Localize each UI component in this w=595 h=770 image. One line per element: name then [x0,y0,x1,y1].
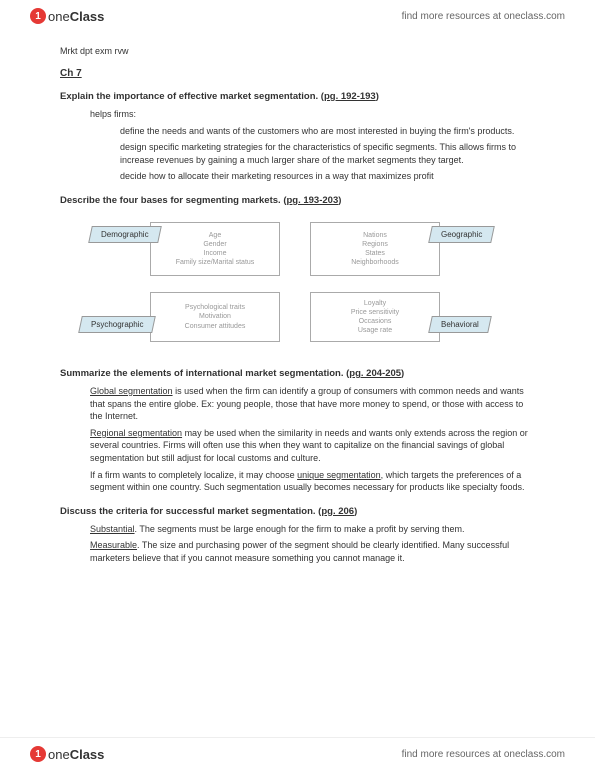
section2-heading-pre: Describe the four bases for segmenting m… [60,195,286,206]
diagram-box-demographic: AgeGenderIncomeFamily size/Marital statu… [150,222,280,276]
diagram-label-behavioral-text: Behavioral [441,320,479,329]
section4-pgref: pg. 206 [321,506,354,517]
section3-p2: Regional segmentation may be used when t… [90,427,535,465]
header: 1 oneClass find more resources at onecla… [0,0,595,32]
document-content: Mrkt dpt exm rvw Ch 7 Explain the import… [0,32,595,619]
diagram-label-geographic-text: Geographic [441,230,482,239]
footer-logo-text: oneClass [48,747,104,762]
diagram-box-geographic: NationsRegionsStatesNeighborhoods [310,222,440,276]
section3-p3-term: unique segmentation [297,470,381,480]
diagram-label-geographic: Geographic [428,226,495,243]
section1-p2: define the needs and wants of the custom… [120,125,535,138]
logo: 1 oneClass [30,8,104,24]
section2-heading: Describe the four bases for segmenting m… [60,195,535,206]
section3-heading-pre: Summarize the elements of international … [60,368,349,379]
diagram-box-behavioral-text: LoyaltyPrice sensitivityOccasionsUsage r… [311,295,439,339]
section3-heading: Summarize the elements of international … [60,368,535,379]
section1-p1: helps firms: [90,108,535,121]
logo-icon: 1 [30,8,46,24]
section1-p4: decide how to allocate their marketing r… [120,170,535,183]
section3-p2-term: Regional segmentation [90,428,182,438]
section4-p2-rest: . The size and purchasing power of the s… [90,540,509,563]
diagram-box-geographic-text: NationsRegionsStatesNeighborhoods [311,227,439,271]
section1-heading-pre: Explain the importance of effective mark… [60,91,324,102]
footer-tagline[interactable]: find more resources at oneclass.com [402,749,565,760]
section4-p1-rest: . The segments must be large enough for … [135,524,465,534]
diagram-box-demographic-text: AgeGenderIncomeFamily size/Marital statu… [151,227,279,271]
chapter-heading: Ch 7 [60,68,535,79]
section3-p1-term: Global segmentation [90,386,173,396]
section3-p1: Global segmentation is used when the fir… [90,385,535,423]
section2-heading-post: ) [338,195,341,206]
segmentation-diagram: AgeGenderIncomeFamily size/Marital statu… [90,216,535,356]
logo-word-one: one [48,9,70,24]
diagram-label-demographic: Demographic [88,226,161,243]
section1-heading: Explain the importance of effective mark… [60,91,535,102]
footer-logo-icon: 1 [30,746,46,762]
doc-title: Mrkt dpt exm rvw [60,46,535,56]
section3-p3: If a firm wants to completely localize, … [90,469,535,494]
logo-text: oneClass [48,9,104,24]
section4-heading-pre: Discuss the criteria for successful mark… [60,506,313,517]
section4-heading-post: ) [354,506,357,517]
section4-p2-term: Measurable [90,540,137,550]
section1-heading-post: ) [376,91,379,102]
diagram-box-psychographic: Psychological traitsMotivationConsumer a… [150,292,280,342]
section3-heading-post: ) [401,368,404,379]
diagram-label-psychographic-text: Psychographic [91,320,143,329]
diagram-label-psychographic: Psychographic [78,316,156,333]
logo-word-class: Class [70,9,105,24]
section4-p1: Substantial. The segments must be large … [90,523,535,536]
diagram-box-psychographic-text: Psychological traitsMotivationConsumer a… [151,299,279,334]
footer-logo: 1 oneClass [30,746,104,762]
diagram-label-behavioral: Behavioral [428,316,491,333]
footer: 1 oneClass find more resources at onecla… [0,737,595,770]
header-tagline[interactable]: find more resources at oneclass.com [402,11,565,22]
section2-pgref: pg. 193-203 [286,195,338,206]
section3-pgref: pg. 204-205 [349,368,401,379]
section4-p2: Measurable. The size and purchasing powe… [90,539,535,564]
footer-logo-word-one: one [48,747,70,762]
section4-p1-term: Substantial [90,524,135,534]
footer-logo-word-class: Class [70,747,105,762]
section3-p3-pre: If a firm wants to completely localize, … [90,470,297,480]
diagram-label-demographic-text: Demographic [101,230,149,239]
diagram-box-behavioral: LoyaltyPrice sensitivityOccasionsUsage r… [310,292,440,342]
section1-pgref: pg. 192-193 [324,91,376,102]
section1-p3: design specific marketing strategies for… [120,141,535,166]
section4-heading: Discuss the criteria for successful mark… [60,506,535,517]
